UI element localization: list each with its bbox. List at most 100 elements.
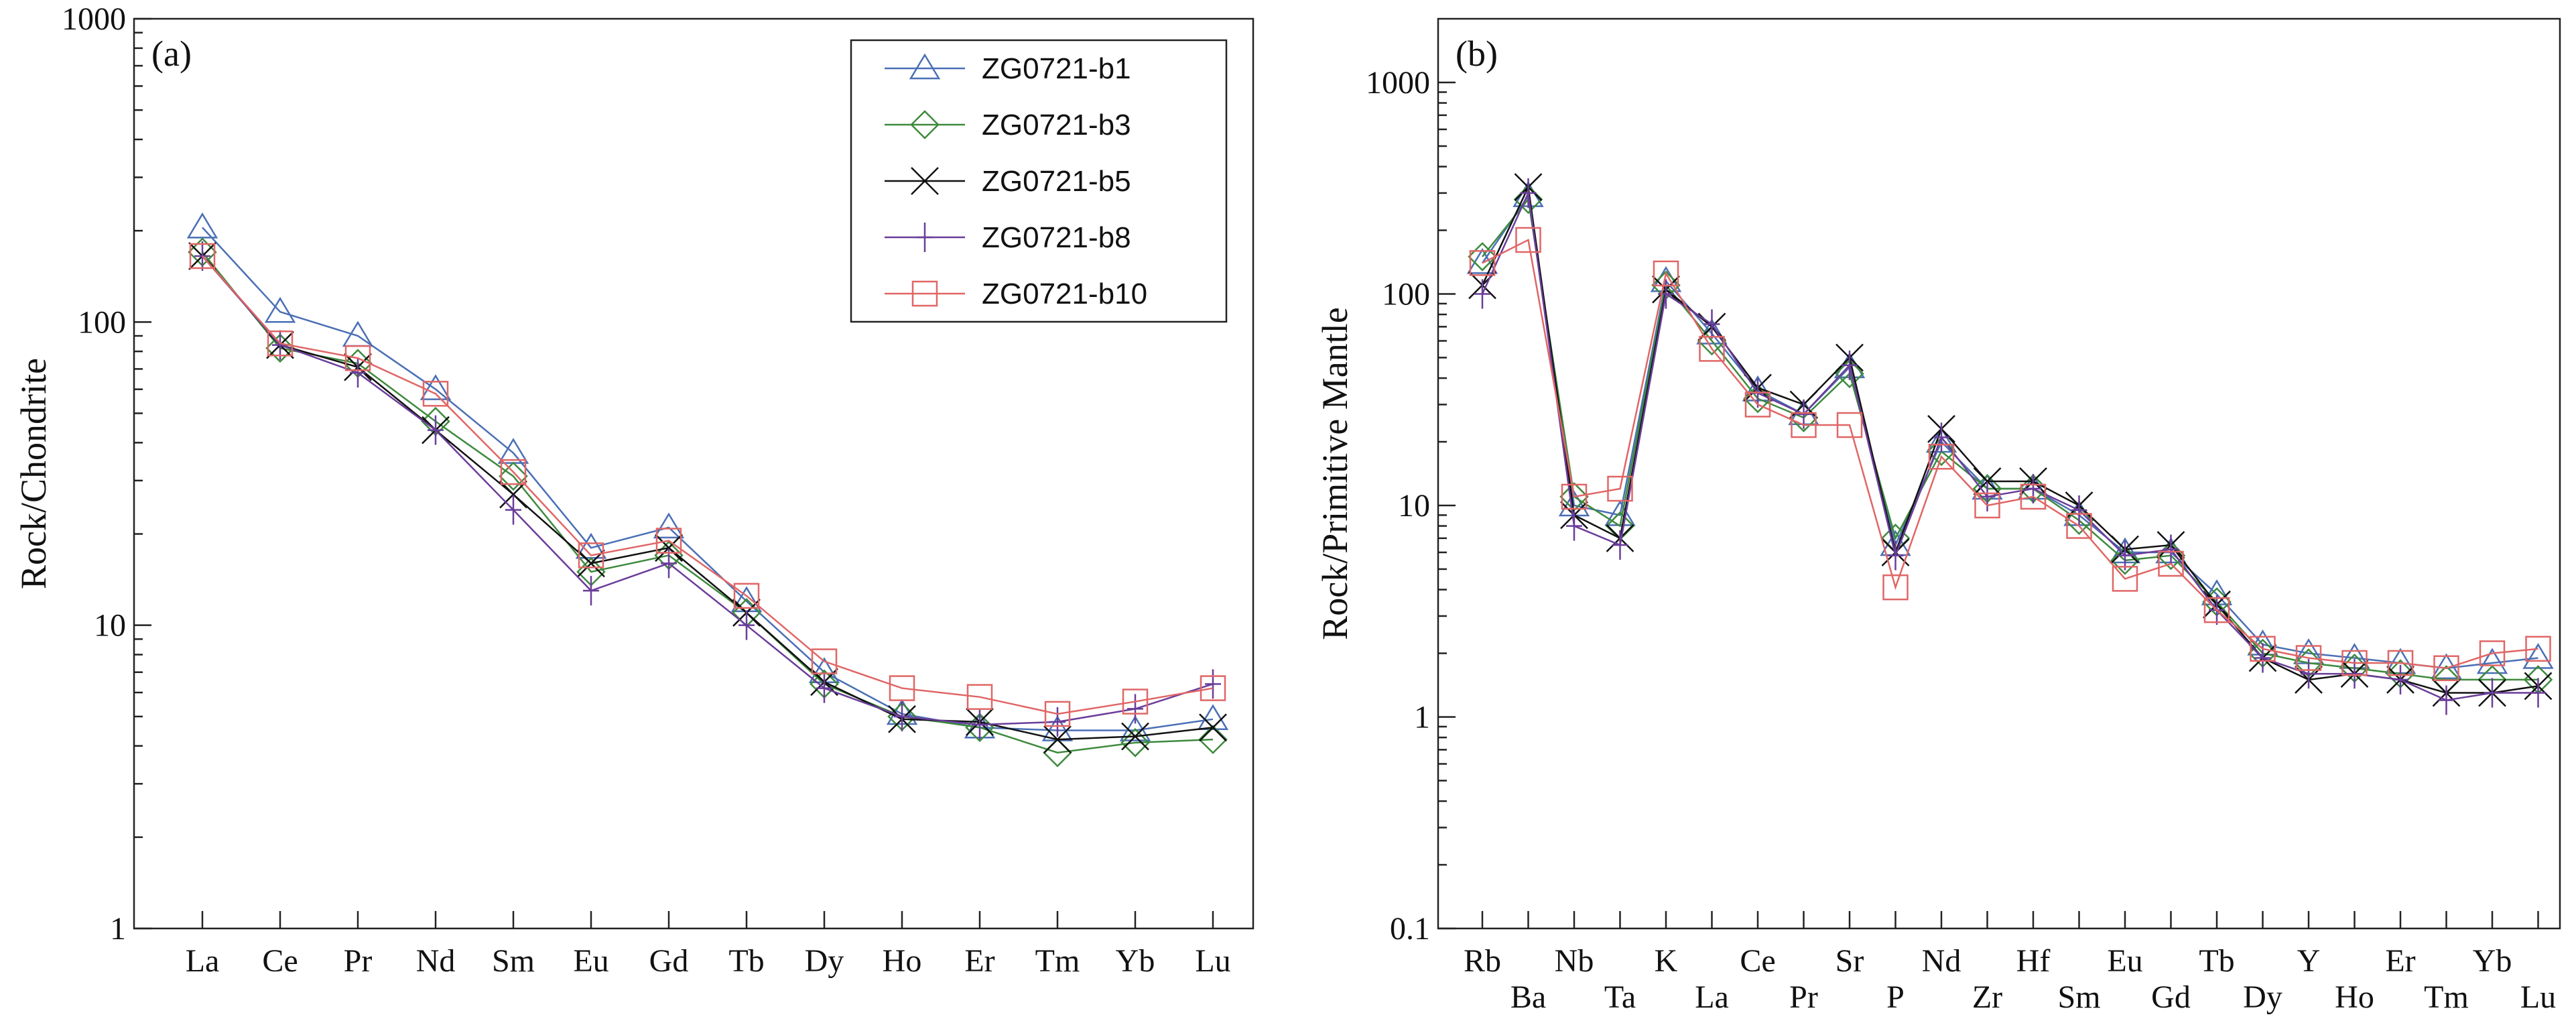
y-tick-label: 1: [1414, 699, 1430, 735]
x-tick-label: Tm: [2424, 979, 2469, 1015]
data-point: [2112, 566, 2138, 592]
data-point: [2250, 636, 2276, 662]
chart-panel-b: 0.11101001000RbBaNbTaKLaCePrSrPNdZrHfSmE…: [1315, 17, 2561, 1015]
data-point: [350, 358, 366, 388]
x-tick-label: Sm: [492, 943, 535, 979]
data-point: [499, 480, 527, 509]
x-tick-label: Eu: [573, 943, 608, 979]
x-tick-label: Eu: [2107, 943, 2142, 979]
y-tick-label: 1000: [62, 1, 126, 37]
legend-item: ZG0721-b5: [885, 165, 1131, 198]
data-point: [1974, 492, 2000, 519]
x-tick-label: Tb: [2199, 943, 2234, 979]
data-point: [1607, 475, 1633, 502]
data-point: [1744, 391, 1771, 418]
data-point: [499, 461, 528, 491]
data-point: [1973, 467, 2002, 495]
data-point: [1120, 728, 1150, 758]
series-line: [1481, 190, 2538, 701]
legend: ZG0721-b1 ZG0721-b3 ZG0721-b5 ZG0721-b8 ZG07…: [850, 39, 1228, 323]
y-tick-label: 100: [1382, 276, 1430, 312]
data-point: [1836, 412, 1863, 438]
x-tick-label: Er: [2385, 943, 2415, 979]
series-zg0721-b10: [1469, 227, 2551, 682]
y-tick-label: 10: [94, 608, 126, 644]
data-point: [1200, 675, 1226, 701]
data-point: [1197, 704, 1229, 731]
data-point: [2064, 505, 2094, 536]
data-point: [344, 345, 371, 371]
data-point: [189, 243, 216, 269]
data-point: [2392, 664, 2408, 695]
data-point: [2484, 678, 2500, 708]
data-point: [500, 459, 527, 485]
data-point: [738, 610, 755, 640]
x-tick-label: Ce: [1740, 943, 1775, 979]
legend-label: ZG0721-b10: [982, 278, 1147, 310]
x-tick-label: Rb: [1464, 943, 1501, 979]
data-point: [2301, 659, 2317, 689]
x-tick-label: Dy: [805, 943, 844, 979]
x-tick-label: Lu: [1195, 943, 1230, 979]
plot-frame: [133, 17, 1254, 930]
legend-marker: [910, 110, 940, 139]
series-zg0721-b8: [194, 241, 1221, 739]
x-tick-label: La: [186, 943, 220, 979]
data-point: [894, 701, 910, 731]
legend-label: ZG0721-b1: [982, 52, 1131, 85]
data-point: [1049, 707, 1066, 737]
data-point: [2117, 540, 2133, 570]
data-point: [2522, 643, 2554, 669]
x-tick-label: Gd: [649, 943, 689, 979]
data-point: [1795, 399, 1812, 429]
data-point: [889, 675, 915, 701]
data-point: [1466, 247, 1498, 274]
x-tick-label: Yb: [2473, 943, 2512, 979]
x-tick-label: Tm: [1035, 943, 1080, 979]
series-line: [1482, 197, 2538, 681]
x-tick-label: Er: [964, 943, 994, 979]
x-tick-label: Ta: [1604, 979, 1636, 1015]
y-tick-label: 1000: [1366, 65, 1430, 101]
series-line: [202, 255, 1214, 741]
data-point: [583, 576, 599, 606]
series-zg0721-b5: [1468, 173, 2553, 707]
data-point: [1468, 242, 1497, 272]
data-point: [2071, 495, 2087, 526]
data-point: [2479, 640, 2506, 666]
data-point: [2066, 513, 2092, 539]
data-point: [1474, 279, 1490, 309]
data-point: [420, 374, 452, 400]
data-point: [2203, 597, 2230, 623]
series-line: [202, 255, 1214, 726]
data-point: [1928, 444, 1955, 470]
data-point: [422, 381, 449, 407]
y-tick-label: 1: [110, 911, 126, 947]
data-point: [1566, 511, 1582, 541]
data-point: [265, 333, 295, 363]
data-point: [264, 296, 296, 323]
data-point: [2525, 636, 2551, 662]
data-point: [1205, 669, 1221, 699]
x-tick-label: Ce: [262, 943, 298, 979]
data-point: [1520, 178, 1537, 208]
legend-marker: [909, 53, 941, 80]
x-tick-label: Ho: [2335, 979, 2374, 1015]
x-tick-label: Hf: [2016, 943, 2051, 979]
legend-marker: [917, 223, 933, 252]
data-point: [1703, 309, 1720, 339]
data-point: [1933, 422, 1949, 453]
series-line: [1481, 184, 2538, 694]
data-point: [1612, 530, 1628, 560]
series-zg0721-b10: [189, 243, 1226, 727]
data-point: [2387, 650, 2414, 676]
x-tick-label: La: [1695, 979, 1729, 1015]
data-point: [2476, 648, 2508, 674]
x-tick-label: Sr: [1836, 943, 1864, 979]
series-line: [202, 255, 1214, 715]
data-point: [2433, 655, 2459, 682]
data-point: [1122, 688, 1149, 715]
data-point: [1927, 436, 1956, 467]
panel-label: (a): [151, 34, 192, 74]
